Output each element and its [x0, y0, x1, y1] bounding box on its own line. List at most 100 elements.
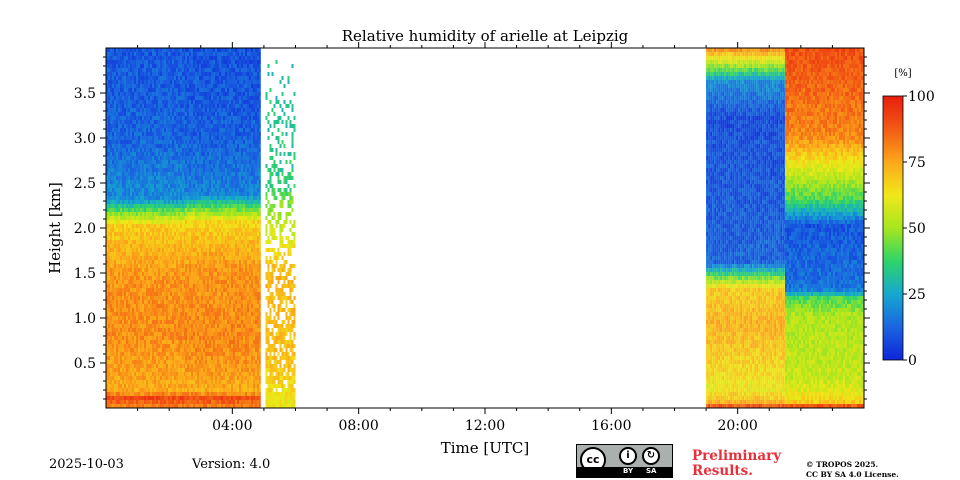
heatmap-cell — [180, 44, 182, 48]
heatmap-cell — [148, 392, 150, 396]
heatmap-cell — [197, 200, 199, 204]
heatmap-cell — [209, 392, 211, 396]
heatmap-cell — [136, 404, 138, 408]
heatmap-cell — [152, 164, 154, 168]
heatmap-cell — [156, 44, 158, 48]
heatmap-cell — [180, 164, 182, 168]
heatmap-cell — [144, 120, 146, 124]
heatmap-cell — [122, 184, 124, 188]
heatmap-cell — [144, 388, 146, 392]
heatmap-cell — [172, 148, 174, 152]
heatmap-cell — [144, 252, 146, 256]
heatmap-cell — [211, 380, 213, 384]
heatmap-cell — [158, 44, 160, 48]
heatmap-cell — [148, 296, 150, 300]
heatmap-cell — [205, 384, 207, 388]
heatmap-cell — [211, 396, 213, 400]
heatmap-cell — [124, 144, 126, 148]
heatmap-cell — [174, 108, 176, 112]
heatmap-cell — [164, 240, 166, 244]
heatmap-cell — [108, 376, 110, 380]
heatmap-cell — [152, 268, 154, 272]
heatmap-cell — [160, 264, 162, 268]
heatmap-cell — [152, 56, 154, 60]
heatmap-cell — [209, 388, 211, 392]
heatmap-cell — [195, 328, 197, 332]
heatmap-cell — [150, 308, 152, 312]
heatmap-cell — [158, 356, 160, 360]
heatmap-cell — [146, 252, 148, 256]
heatmap-cell — [158, 236, 160, 240]
heatmap-cell — [128, 272, 130, 276]
heatmap-cell — [106, 264, 108, 268]
heatmap-cell — [154, 116, 156, 120]
heatmap-cell — [172, 396, 174, 400]
heatmap-cell — [142, 172, 144, 176]
heatmap-cell — [134, 64, 136, 68]
heatmap-cell — [182, 104, 184, 108]
heatmap-cell — [164, 140, 166, 144]
heatmap-cell — [207, 188, 209, 192]
heatmap-cell — [126, 212, 128, 216]
heatmap-cell — [189, 264, 191, 268]
heatmap-cell — [184, 336, 185, 340]
heatmap-cell — [162, 168, 164, 172]
heatmap-cell — [203, 44, 205, 48]
heatmap-cell — [108, 136, 110, 140]
heatmap-cell — [193, 108, 195, 112]
heatmap-cell — [124, 352, 126, 356]
heatmap-cell — [184, 168, 185, 172]
heatmap-cell — [128, 304, 130, 308]
heatmap-cell — [209, 144, 211, 148]
heatmap-cell — [150, 52, 152, 56]
heatmap-cell — [120, 60, 122, 64]
heatmap-cell — [164, 296, 166, 300]
heatmap-cell — [150, 224, 152, 228]
heatmap-cell — [180, 152, 182, 156]
heatmap-cell — [144, 376, 146, 380]
heatmap-cell — [187, 256, 189, 260]
heatmap-cell — [106, 320, 108, 324]
heatmap-cell — [144, 84, 146, 88]
heatmap-cell — [195, 384, 197, 388]
heatmap-cell — [185, 372, 187, 376]
heatmap-cell — [146, 244, 148, 248]
heatmap-cell — [134, 44, 136, 48]
heatmap-cell — [130, 316, 132, 320]
heatmap-cell — [144, 104, 146, 108]
heatmap-cell — [130, 296, 132, 300]
heatmap-cell — [185, 308, 187, 312]
heatmap-cell — [112, 60, 114, 64]
heatmap-cell — [126, 80, 128, 84]
heatmap-cell — [203, 340, 205, 344]
heatmap-cell — [205, 228, 207, 232]
heatmap-cell — [126, 336, 128, 340]
heatmap-cell — [207, 212, 209, 216]
heatmap-cell — [195, 224, 197, 228]
heatmap-cell — [189, 260, 191, 264]
heatmap-cell — [193, 168, 195, 172]
heatmap-cell — [162, 308, 164, 312]
heatmap-cell — [114, 280, 116, 284]
heatmap-cell — [203, 204, 205, 208]
heatmap-cell — [172, 192, 174, 196]
heatmap-cell — [184, 280, 185, 284]
heatmap-cell — [195, 296, 197, 300]
heatmap-cell — [110, 344, 112, 348]
heatmap-cell — [112, 240, 114, 244]
heatmap-cell — [211, 64, 213, 68]
heatmap-cell — [134, 120, 136, 124]
heatmap-cell — [148, 396, 150, 400]
heatmap-cell — [184, 124, 185, 128]
heatmap-cell — [209, 268, 211, 272]
heatmap-cell — [213, 356, 215, 360]
heatmap-cell — [178, 280, 180, 284]
heatmap-cell — [160, 360, 162, 364]
heatmap-cell — [205, 400, 207, 404]
heatmap-cell — [209, 312, 211, 316]
heatmap-cell — [193, 212, 195, 216]
heatmap-cell — [164, 256, 166, 260]
heatmap-cell — [160, 112, 162, 116]
heatmap-cell — [172, 376, 174, 380]
heatmap-cell — [138, 352, 140, 356]
